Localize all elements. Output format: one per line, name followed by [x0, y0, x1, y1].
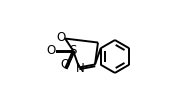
Text: O: O: [56, 31, 65, 44]
Text: S: S: [70, 44, 77, 56]
Text: N: N: [76, 62, 85, 75]
Text: O: O: [60, 58, 69, 71]
Text: O: O: [46, 44, 56, 57]
